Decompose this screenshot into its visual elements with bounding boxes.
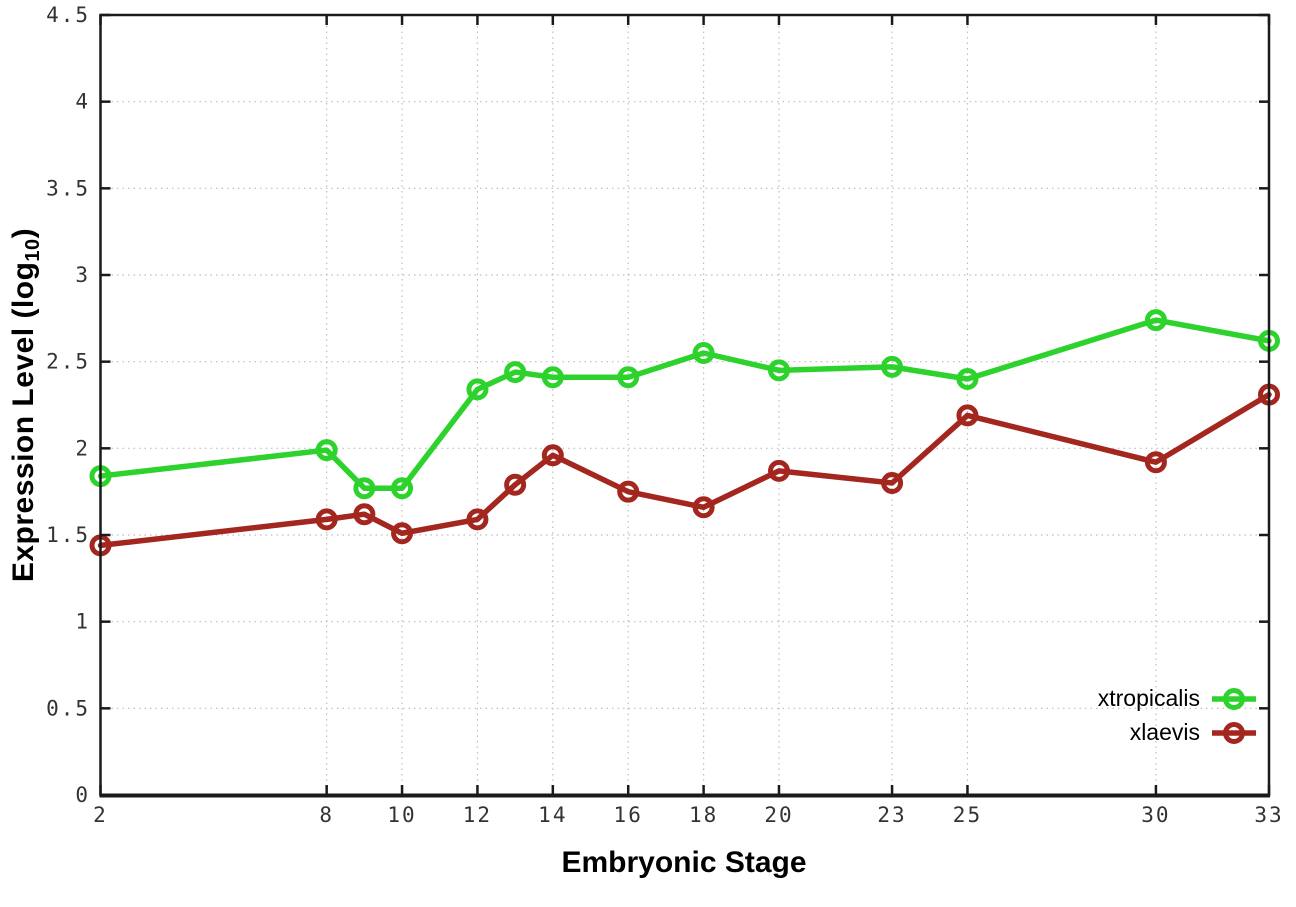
legend-label-xtropicalis: xtropicalis [1097,685,1200,711]
legend-label-xlaevis: xlaevis [1129,719,1200,745]
y-tick-label: 3 [75,263,90,287]
y-tick-label: 1 [75,610,90,634]
data-point-xlaevis [391,522,414,545]
y-tick-label: 2.5 [46,350,90,374]
y-axis-title-text: Expression Level (log [7,261,40,583]
data-point-xlaevis [315,508,338,531]
x-tick-label: 2 [93,803,108,827]
data-point-xlaevis [767,459,790,482]
x-tick-label: 12 [463,803,492,827]
data-point-xtropicalis [767,359,790,382]
y-axis-title-close: ) [7,227,40,239]
data-point-xlaevis [692,496,715,519]
y-axis-title-subscript: 10 [22,238,44,262]
y-tick-label: 0.5 [46,696,90,720]
line-marker-icon [1212,721,1256,744]
y-tick-label: 1.5 [46,523,90,547]
data-point-xtropicalis [881,355,904,378]
y-tick-label: 2 [75,436,90,460]
data-point-xlaevis [956,404,979,427]
y-axis-title: Expression Level (log10) [7,228,45,582]
data-point-xtropicalis [391,477,414,500]
series-line-xtropicalis [97,317,1272,491]
legend-item-xtropicalis: xtropicalis [1098,685,1258,712]
data-point-xtropicalis [315,439,338,462]
x-axis-title: Embryonic Stage [561,846,807,879]
data-point-xtropicalis [353,477,376,500]
y-tick-label: 0 [75,783,90,807]
x-tick-label: 25 [953,803,982,827]
y-tick-label: 4 [75,90,90,114]
x-tick-label: 30 [1141,803,1170,827]
x-tick-label: 18 [689,803,718,827]
data-point-xlaevis [504,473,527,496]
data-point-xtropicalis [1144,309,1167,332]
x-tick-label: 14 [538,803,567,827]
line-marker-icon [1212,687,1256,710]
y-tick-label: 4.5 [46,3,90,27]
series-line-xlaevis [97,391,1272,549]
y-tick-label: 3.5 [46,176,90,200]
plot-border [99,13,1271,797]
data-point-xtropicalis [541,366,564,389]
x-tick-label: 23 [877,803,906,827]
data-point-xlaevis [466,508,489,531]
x-tick-label: 10 [387,803,416,827]
data-point-xtropicalis [466,378,489,401]
data-point-xtropicalis [504,361,527,384]
x-tick-label: 20 [764,803,793,827]
data-point-xlaevis [353,503,376,526]
x-tick-label: 8 [319,803,334,827]
legend: xtropicalis xlaevis [1098,685,1258,746]
data-point-xlaevis [881,472,904,494]
data-point-xtropicalis [956,368,979,390]
data-point-xlaevis [1144,451,1167,474]
legend-item-xlaevis: xlaevis [1130,719,1258,746]
x-tick-label: 33 [1254,803,1283,827]
data-point-xtropicalis [617,366,640,389]
data-point-xtropicalis [692,342,715,364]
x-tick-label: 16 [614,803,643,827]
data-point-xlaevis [617,480,640,503]
data-point-xlaevis [541,444,564,467]
